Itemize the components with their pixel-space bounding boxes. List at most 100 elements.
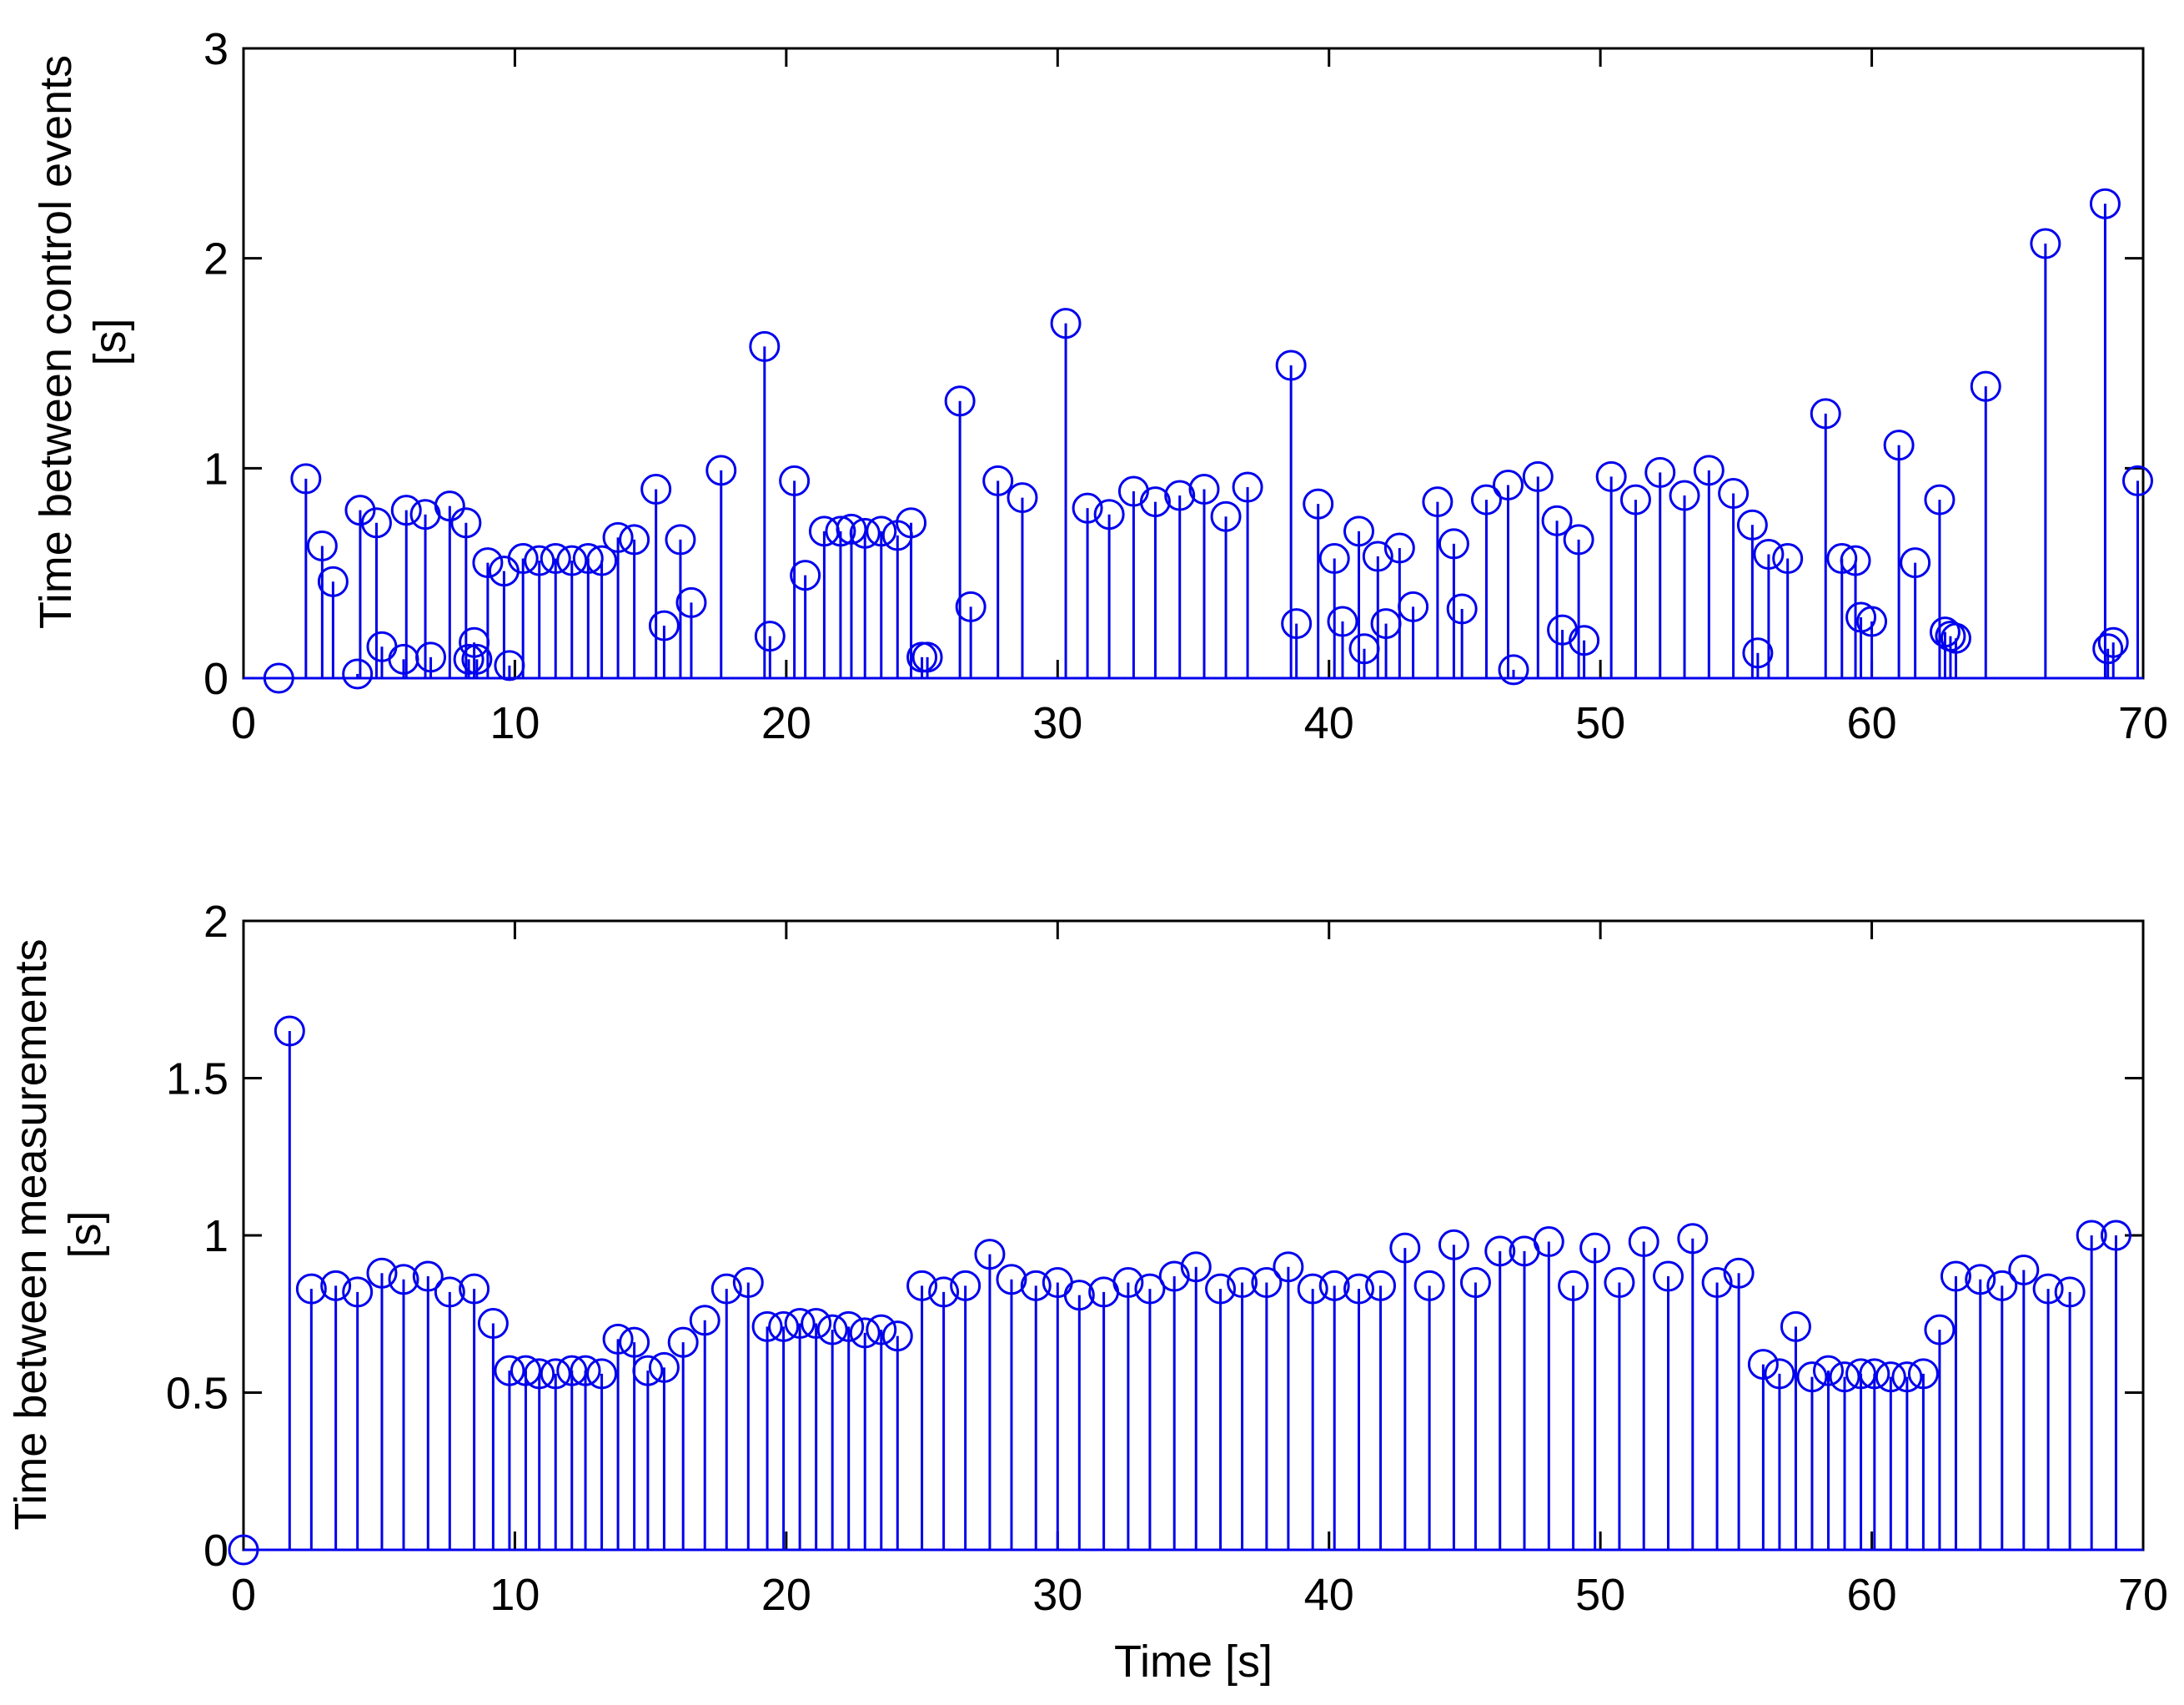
bottom-chart-data-point xyxy=(2008,1254,2040,1285)
top-chart-data-point xyxy=(665,524,696,556)
bottom-chart-ylabel-line2: [s] xyxy=(60,1210,110,1258)
top-chart-xtick-label: 40 xyxy=(1304,698,1354,748)
bottom-chart-data-point xyxy=(1859,1358,1890,1390)
top-chart-data-point xyxy=(1498,654,1529,686)
top-chart-data-point xyxy=(705,455,737,486)
top-chart-data-point xyxy=(290,463,322,495)
top-chart-data-point xyxy=(1470,484,1502,516)
top-chart-data-point xyxy=(1970,370,2001,402)
top-chart-data-point xyxy=(1438,528,1469,560)
bottom-chart-data-point xyxy=(1780,1310,1811,1342)
bottom-chart-ytick-label: 0.5 xyxy=(166,1369,228,1419)
bottom-chart-data-point xyxy=(274,1015,305,1047)
bottom-chart-data-point xyxy=(1459,1267,1491,1299)
top-chart-data-point xyxy=(779,465,811,496)
top-chart-data-point xyxy=(836,513,867,545)
bottom-chart-data-point xyxy=(732,1267,764,1299)
bottom-chart-data-point xyxy=(1965,1264,1996,1295)
top-chart-data-point xyxy=(1139,486,1171,518)
bottom-chart-data-point xyxy=(1112,1267,1144,1299)
top-chart-data-point xyxy=(1072,492,1103,524)
bottom-chart-data-point xyxy=(881,1320,913,1352)
top-chart-ytick-label: 2 xyxy=(203,234,228,284)
bottom-chart-data-point xyxy=(1343,1273,1375,1305)
bottom-chart-data-point xyxy=(928,1276,960,1308)
top-chart-data-point xyxy=(849,517,881,549)
bottom-chart-data-point xyxy=(1986,1270,2018,1301)
top-chart-ytick-label: 3 xyxy=(203,24,228,74)
bottom-chart-ytick-label: 0 xyxy=(203,1526,228,1576)
bottom-chart-data-point xyxy=(751,1310,783,1342)
bottom-chart-data-point xyxy=(1875,1361,1906,1393)
top-chart-data-point xyxy=(1318,543,1350,575)
top-chart-xtick-label: 10 xyxy=(490,698,540,748)
bottom-chart-data-point xyxy=(1924,1314,1956,1345)
top-chart-data-point xyxy=(450,507,482,539)
top-chart-xtick-label: 0 xyxy=(231,698,256,748)
top-chart-ytick-label: 1 xyxy=(203,444,228,494)
bottom-chart-data-point xyxy=(833,1310,865,1342)
top-chart-data-point xyxy=(472,547,504,579)
top-chart-data-point xyxy=(390,495,422,526)
bottom-chart-xlabel: Time [s] xyxy=(1114,1637,1273,1687)
bottom-chart-data-point xyxy=(1723,1257,1755,1289)
bottom-chart-xtick-label: 30 xyxy=(1032,1570,1082,1620)
top-chart-data-point xyxy=(1343,516,1375,547)
bottom-chart-data-point xyxy=(295,1273,327,1305)
top-chart-data-point xyxy=(306,530,338,561)
top-chart-ylabel-line2: [s] xyxy=(85,318,135,365)
bottom-chart-data-point xyxy=(320,1270,352,1301)
bottom-chart-ylabel-line1: Time between measurements xyxy=(6,938,56,1530)
bottom-chart-panel: Time between measurements [s] Time [s] 0… xyxy=(6,897,2168,1687)
bottom-chart-data-point xyxy=(586,1358,618,1390)
top-chart-data-point xyxy=(1810,398,1841,430)
top-chart-data-point xyxy=(1383,532,1415,564)
top-chart-data-point xyxy=(1644,456,1676,488)
top-chart-data-point xyxy=(317,566,349,597)
bottom-chart-data-point xyxy=(1796,1361,1828,1393)
bottom-chart-data-point xyxy=(570,1355,601,1386)
top-chart-data-point xyxy=(602,521,634,553)
bottom-chart-data-point xyxy=(1365,1270,1397,1301)
top-chart-data-point xyxy=(955,591,987,622)
bottom-chart-data-point xyxy=(849,1317,881,1349)
top-chart-data-point xyxy=(2089,188,2121,219)
bottom-chart-data-point xyxy=(342,1276,374,1308)
top-chart-data-point xyxy=(1522,460,1554,492)
top-chart-data-point xyxy=(749,330,781,362)
top-chart-data-point xyxy=(1164,480,1196,511)
top-chart-data-point xyxy=(1362,541,1393,572)
bottom-chart-data-point xyxy=(510,1355,541,1386)
bottom-chart-data-point xyxy=(434,1276,465,1308)
bottom-chart-data-point xyxy=(1579,1232,1611,1264)
bottom-chart-data-point xyxy=(866,1314,897,1345)
bottom-chart-data-point xyxy=(388,1264,419,1295)
top-chart-data-point xyxy=(1718,478,1750,510)
bottom-chart-data-point xyxy=(1484,1235,1516,1267)
top-chart-data-point xyxy=(1883,430,1915,461)
top-chart-data-point xyxy=(1492,469,1524,500)
top-chart-data-point xyxy=(1924,484,1956,516)
bottom-chart-data-point xyxy=(974,1239,1006,1270)
bottom-chart-data-point xyxy=(602,1323,634,1355)
top-chart-data-point xyxy=(1569,625,1600,656)
bottom-chart-data-point xyxy=(996,1264,1027,1295)
bottom-chart-data-point xyxy=(648,1351,680,1383)
bottom-chart-data-point xyxy=(1063,1280,1095,1311)
top-chart-data-point xyxy=(982,465,1014,496)
top-chart-data-point xyxy=(1856,606,1888,637)
top-chart-data-point xyxy=(1736,509,1768,541)
top-chart-data-point xyxy=(825,516,856,547)
bottom-chart-data-point xyxy=(1653,1260,1684,1292)
top-chart-xtick-label: 30 xyxy=(1032,698,1082,748)
top-chart-data-point xyxy=(790,560,821,591)
bottom-chart-data-point xyxy=(2076,1220,2107,1251)
bottom-chart-data-point xyxy=(619,1326,650,1358)
bottom-chart-data-point xyxy=(689,1305,720,1336)
bottom-chart-data-point xyxy=(710,1273,742,1305)
top-chart-data-point xyxy=(1007,482,1038,514)
top-chart-data-point xyxy=(524,545,555,576)
bottom-chart-data-point xyxy=(1227,1267,1258,1299)
top-chart-xtick-label: 50 xyxy=(1575,698,1625,748)
